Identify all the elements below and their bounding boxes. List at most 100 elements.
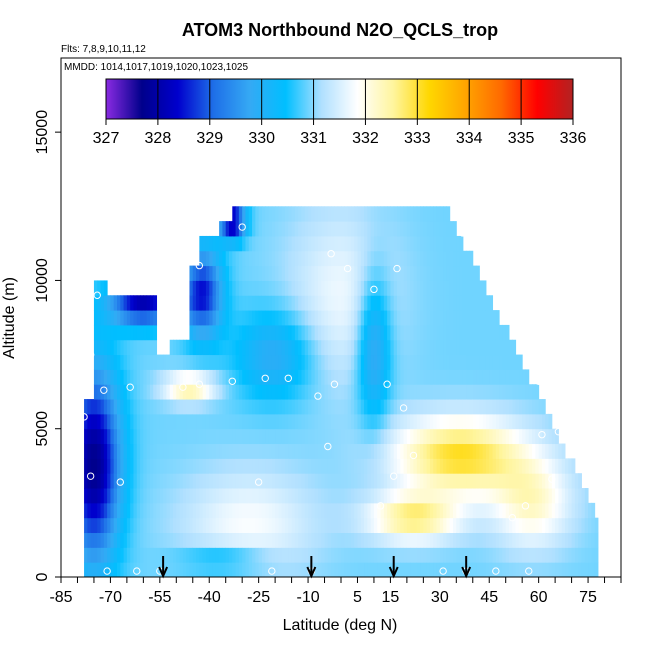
curtain-cell xyxy=(301,399,306,415)
curtain-cell xyxy=(189,339,194,356)
curtain-cell xyxy=(117,324,121,341)
curtain-cell xyxy=(146,295,151,311)
curtain-cell xyxy=(420,324,424,341)
curtain-cell xyxy=(232,384,237,400)
curtain-cell xyxy=(433,532,438,548)
curtain-cell xyxy=(278,488,283,504)
curtain-cell xyxy=(387,473,391,489)
curtain-cell xyxy=(462,324,467,341)
curtain-cell xyxy=(449,399,454,415)
curtain-cell xyxy=(291,250,296,267)
curtain-cell xyxy=(163,488,167,504)
curtain-cell xyxy=(528,443,533,459)
curtain-cell xyxy=(439,295,444,311)
curtain-cell xyxy=(117,532,121,548)
curtain-cell xyxy=(120,324,125,341)
curtain-cell xyxy=(304,517,309,534)
curtain-cell xyxy=(294,221,299,237)
curtain-cell xyxy=(107,473,111,489)
curtain-cell xyxy=(120,369,125,385)
curtain-cell xyxy=(232,206,237,222)
curtain-cell xyxy=(439,324,444,341)
curtain-cell xyxy=(551,517,556,534)
curtain-cell xyxy=(380,339,385,356)
curtain-cell xyxy=(278,280,283,296)
curtain-cell xyxy=(390,384,395,400)
curtain-cell xyxy=(568,562,573,577)
curtain-cell xyxy=(163,458,167,474)
curtain-cell xyxy=(350,265,355,281)
curtain-cell xyxy=(97,384,102,400)
curtain-cell xyxy=(308,443,312,459)
curtain-cell xyxy=(492,324,497,341)
curtain-cell xyxy=(449,532,454,548)
curtain-cell xyxy=(301,517,306,534)
curtain-cell xyxy=(364,562,368,577)
curtain-cell xyxy=(410,473,414,489)
curtain-cell xyxy=(225,235,230,252)
curtain-cell xyxy=(110,339,115,356)
curtain-cell xyxy=(495,488,500,504)
curtain-cell xyxy=(301,295,306,311)
curtain-cell xyxy=(344,562,349,577)
observation-point xyxy=(390,472,398,480)
curtain-cell xyxy=(229,517,233,534)
curtain-cell xyxy=(120,339,125,356)
curtain-cell xyxy=(433,235,438,252)
curtain-cell xyxy=(248,265,253,281)
curtain-cell xyxy=(509,413,513,430)
curtain-cell xyxy=(169,369,174,385)
curtain-cell xyxy=(565,547,569,563)
curtain-cell xyxy=(555,443,559,459)
curtain-cell xyxy=(110,369,115,385)
curtain-cell xyxy=(219,384,223,400)
curtain-cell xyxy=(423,473,428,489)
curtain-cell xyxy=(176,369,181,385)
curtain-cell xyxy=(285,517,289,534)
curtain-cell xyxy=(140,443,144,459)
curtain-cell xyxy=(565,502,569,519)
curtain-cell xyxy=(416,517,421,534)
curtain-cell xyxy=(426,339,431,356)
curtain-cell xyxy=(327,265,332,281)
curtain-cell xyxy=(294,354,299,370)
curtain-cell xyxy=(97,295,102,311)
curtain-cell xyxy=(281,339,286,356)
curtain-cell xyxy=(258,295,263,311)
curtain-cell xyxy=(347,532,352,548)
curtain-cell xyxy=(93,280,98,296)
curtain-cell xyxy=(126,532,131,548)
curtain-cell xyxy=(466,324,470,341)
curtain-cell xyxy=(436,310,441,326)
curtain-cell xyxy=(482,384,487,400)
curtain-cell xyxy=(383,369,388,385)
curtain-cell xyxy=(321,473,326,489)
curtain-cell xyxy=(393,206,398,222)
curtain-cell xyxy=(505,532,510,548)
curtain-cell xyxy=(350,250,355,267)
curtain-cell xyxy=(367,413,372,430)
curtain-cell xyxy=(176,562,181,577)
curtain-cell xyxy=(130,428,134,445)
curtain-cell xyxy=(238,502,243,519)
curtain-cell xyxy=(143,458,148,474)
curtain-cell xyxy=(235,547,240,563)
curtain-cell xyxy=(495,562,500,577)
curtain-cell xyxy=(153,324,158,341)
curtain-cell xyxy=(117,295,121,311)
curtain-cell xyxy=(308,235,312,252)
curtain-cell xyxy=(370,265,375,281)
curtain-cell xyxy=(525,384,530,400)
curtain-cell xyxy=(258,324,263,341)
curtain-cell xyxy=(387,532,391,548)
curtain-cell xyxy=(429,562,434,577)
curtain-cell xyxy=(202,384,207,400)
curtain-cell xyxy=(420,399,424,415)
curtain-cell xyxy=(406,547,411,563)
curtain-cell xyxy=(301,339,306,356)
curtain-cell xyxy=(413,517,418,534)
curtain-cell xyxy=(403,250,408,267)
curtain-cell xyxy=(532,532,536,548)
curtain-cell xyxy=(370,413,375,430)
curtain-cell xyxy=(275,443,279,459)
